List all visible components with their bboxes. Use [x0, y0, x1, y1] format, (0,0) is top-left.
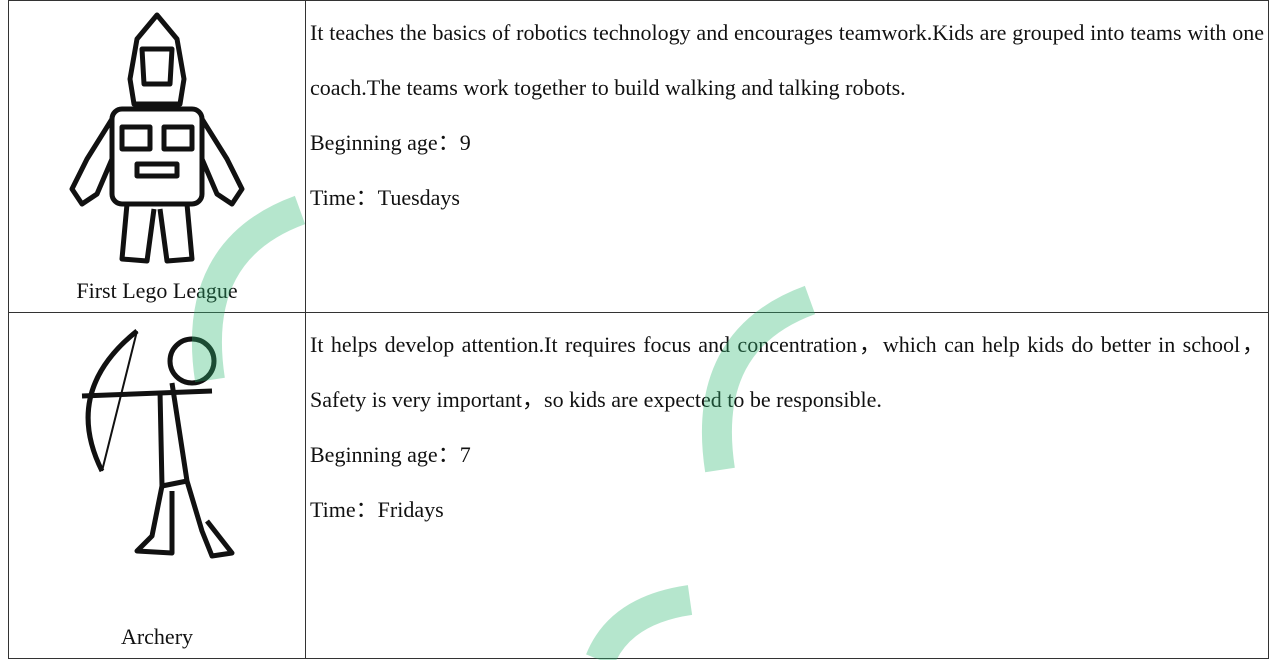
time: Time：Tuesdays: [310, 185, 460, 210]
table-row: First Lego League It teaches the basics …: [8, 0, 1269, 313]
activity-table: First Lego League It teaches the basics …: [8, 0, 1269, 659]
description: It helps develop attention.It requires f…: [310, 332, 1264, 412]
text-cell: It helps develop attention.It requires f…: [305, 312, 1269, 659]
archer-drawing: [81, 329, 235, 559]
activity-caption: Archery: [120, 624, 194, 649]
table-row: Archery It helps develop attention.It re…: [8, 312, 1269, 659]
beginning-age: Beginning age：7: [310, 442, 471, 467]
activity-caption: First Lego League: [76, 278, 238, 303]
image-cell: First Lego League: [8, 0, 306, 313]
time: Time：Fridays: [310, 497, 444, 522]
robot-drawing: [69, 12, 245, 264]
description: It teaches the basics of robotics techno…: [310, 20, 1264, 100]
text-cell: It teaches the basics of robotics techno…: [305, 0, 1269, 313]
beginning-age: Beginning age：9: [310, 130, 471, 155]
image-cell: Archery: [8, 312, 306, 659]
